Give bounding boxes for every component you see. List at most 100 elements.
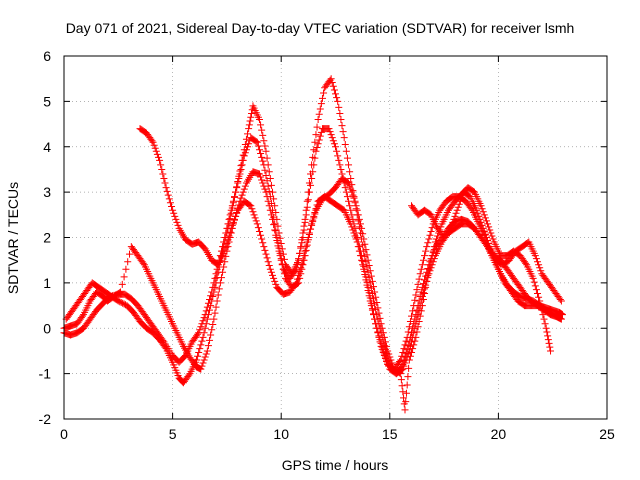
data-point-series-3	[280, 270, 288, 278]
data-point-series-2	[245, 125, 253, 133]
data-point-series-4	[252, 217, 260, 225]
data-point-series-4	[535, 293, 543, 301]
data-point-series-2	[334, 97, 342, 105]
data-point-series-2	[269, 188, 277, 196]
data-point-series-2	[346, 168, 354, 176]
data-point-series-3	[266, 206, 274, 214]
data-point-series-2	[342, 147, 350, 155]
data-point-series-1	[414, 280, 422, 288]
data-point-series-4	[172, 215, 180, 223]
data-point-series-3	[408, 329, 416, 337]
data-point-series-1	[259, 157, 267, 165]
data-point-series-2	[280, 255, 288, 263]
data-point-series-2	[302, 206, 310, 214]
data-point-series-3	[239, 188, 247, 196]
y-tick-label: 5	[43, 93, 51, 109]
data-point-series-2	[335, 103, 343, 111]
data-point-series-4	[422, 283, 430, 291]
data-point-series-4	[413, 328, 421, 336]
data-point-series-4	[259, 239, 267, 247]
data-point-series-2	[267, 181, 275, 189]
data-point-series-3	[365, 292, 373, 300]
data-point-series-4	[362, 246, 370, 254]
data-point-series-3	[217, 274, 225, 282]
data-point-series-5	[474, 209, 482, 217]
data-point-series-1	[329, 137, 337, 145]
data-point-series-2	[239, 151, 247, 159]
data-point-series-3	[198, 362, 206, 370]
data-point-series-4	[401, 406, 409, 414]
data-point-series-4	[269, 271, 277, 279]
data-point-series-4	[531, 282, 539, 290]
data-point-series-2	[199, 333, 207, 341]
data-point-series-4	[372, 293, 380, 301]
data-point-series-1	[425, 235, 433, 243]
data-point-series-2	[241, 140, 249, 148]
data-point-series-4	[157, 161, 165, 169]
data-point-series-3	[122, 265, 130, 273]
data-point-series-4	[424, 271, 432, 279]
data-point-series-2	[204, 311, 212, 319]
data-point-series-2	[338, 122, 346, 130]
data-point-series-4	[533, 289, 541, 297]
data-point-series-2	[203, 315, 211, 323]
data-point-series-4	[152, 147, 160, 155]
data-point-series-4	[253, 220, 261, 228]
data-point-series-2	[332, 90, 339, 98]
data-point-series-3	[347, 220, 355, 228]
data-point-series-4	[396, 369, 404, 377]
data-point-series-4	[166, 199, 174, 207]
data-point-series-4	[477, 202, 485, 210]
data-point-series-1	[257, 150, 265, 158]
data-point-series-2	[117, 299, 125, 307]
data-point-series-5	[446, 226, 454, 234]
data-point-series-4	[541, 320, 549, 328]
data-point-series-3	[348, 223, 356, 231]
data-point-series-5	[447, 224, 455, 232]
data-point-series-2	[296, 249, 304, 257]
data-point-series-4	[397, 376, 405, 384]
data-point-series-3	[403, 345, 411, 353]
data-point-series-4	[226, 228, 234, 236]
data-point-series-4	[411, 337, 419, 345]
data-point-series-4	[261, 246, 269, 254]
data-point-series-3	[398, 362, 406, 370]
data-point-series-2	[307, 170, 315, 178]
data-point-series-3	[139, 259, 147, 267]
data-point-series-4	[402, 389, 410, 397]
data-point-series-2	[228, 204, 236, 212]
data-point-series-1	[200, 314, 208, 322]
data-point-series-4	[168, 202, 176, 210]
data-point-series-4	[248, 205, 256, 213]
data-point-series-4	[254, 224, 262, 232]
data-point-series-4	[352, 202, 360, 210]
data-point-series-5	[454, 203, 462, 211]
data-point-series-4	[529, 274, 537, 282]
data-point-series-2	[206, 306, 214, 314]
data-point-series-5	[476, 215, 484, 223]
data-point-series-3	[354, 243, 362, 251]
data-point-series-2	[200, 329, 208, 337]
y-tick-label: 4	[43, 139, 51, 155]
data-point-series-1	[254, 142, 262, 150]
data-point-series-4	[307, 225, 315, 233]
data-point-series-4	[429, 247, 437, 255]
data-point-series-5	[480, 227, 488, 235]
data-point-series-2	[234, 178, 242, 186]
data-point-series-1	[328, 134, 336, 142]
data-point-series-2	[309, 153, 317, 161]
data-point-series-1	[332, 143, 339, 151]
data-point-series-2	[270, 195, 278, 203]
data-point-series-4	[379, 329, 387, 337]
data-point-series-3	[367, 302, 375, 310]
data-point-series-2	[161, 343, 169, 351]
data-point-series-4	[374, 304, 382, 312]
data-point-series-5	[455, 200, 463, 208]
data-point-series-3	[417, 288, 425, 296]
data-point-series-3	[264, 197, 272, 205]
x-tick-label: 25	[599, 426, 615, 442]
data-point-series-1	[421, 252, 429, 260]
data-point-series-4	[402, 398, 410, 406]
data-point-series-4	[163, 187, 171, 195]
data-point-series-1	[317, 128, 325, 136]
